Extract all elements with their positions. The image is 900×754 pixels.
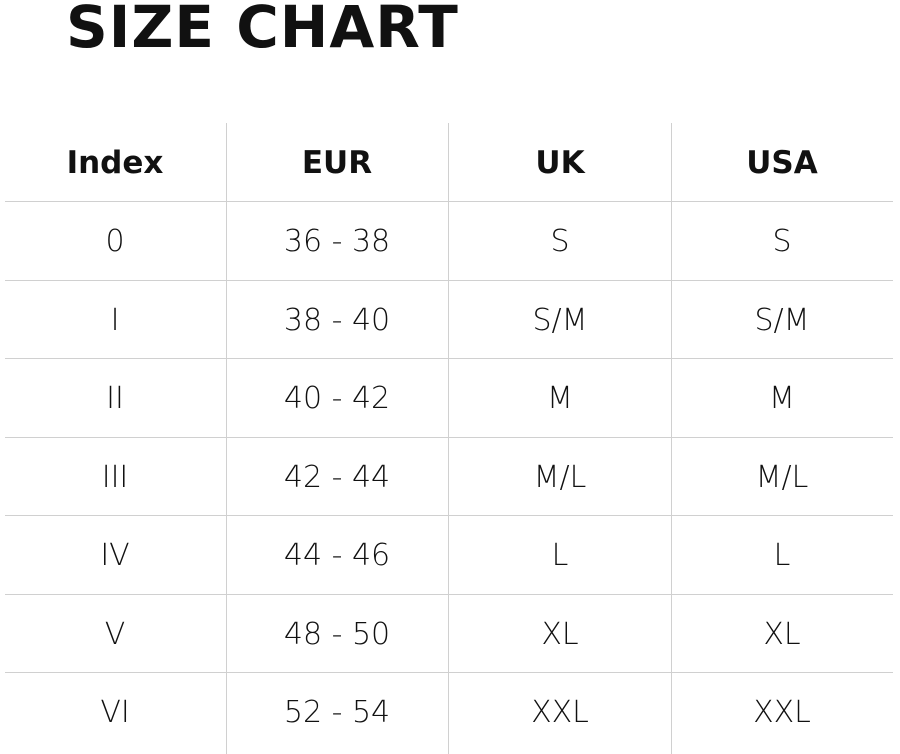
column-divider — [226, 123, 227, 754]
table-cell: S/M — [532, 303, 588, 338]
row-divider — [5, 358, 893, 359]
table-cell: V — [104, 617, 126, 652]
table-cell: S/M — [754, 303, 810, 338]
row-divider — [5, 515, 893, 516]
table-cell: II — [106, 381, 124, 416]
table-cell: VI — [100, 695, 130, 730]
table-cell: M/L — [533, 460, 587, 495]
table-cell: XXL — [753, 695, 811, 730]
table-cell: 44 - 46 — [283, 538, 391, 573]
table-cell: L — [551, 538, 569, 573]
table-cell: S — [772, 224, 792, 259]
table-cell: M — [769, 381, 795, 416]
table-cell: XL — [541, 617, 579, 652]
table-cell: M/L — [755, 460, 809, 495]
row-divider — [5, 280, 893, 281]
row-divider — [5, 437, 893, 438]
column-header: EUR — [301, 145, 373, 181]
page-title: SIZE CHART — [66, 0, 459, 61]
table-cell: 0 — [105, 224, 125, 259]
column-header: USA — [746, 145, 818, 181]
column-divider — [448, 123, 449, 754]
table-cell: XXL — [531, 695, 589, 730]
table-cell: 52 - 54 — [283, 695, 391, 730]
table-cell: IV — [100, 538, 130, 573]
row-divider — [5, 594, 893, 595]
table-cell: 48 - 50 — [283, 617, 391, 652]
row-divider — [5, 672, 893, 673]
table-cell: M — [547, 381, 573, 416]
table-cell: 40 - 42 — [283, 381, 391, 416]
table-cell: III — [101, 460, 129, 495]
table-cell: 36 - 38 — [283, 224, 391, 259]
table-cell: S — [550, 224, 570, 259]
row-divider — [5, 201, 893, 202]
table-cell: 38 - 40 — [283, 303, 391, 338]
table-cell: 42 - 44 — [283, 460, 391, 495]
table-cell: I — [110, 303, 120, 338]
column-header: Index — [66, 145, 164, 181]
table-cell: XL — [763, 617, 801, 652]
column-header: UK — [535, 145, 585, 181]
table-cell: L — [773, 538, 791, 573]
column-divider — [671, 123, 672, 754]
